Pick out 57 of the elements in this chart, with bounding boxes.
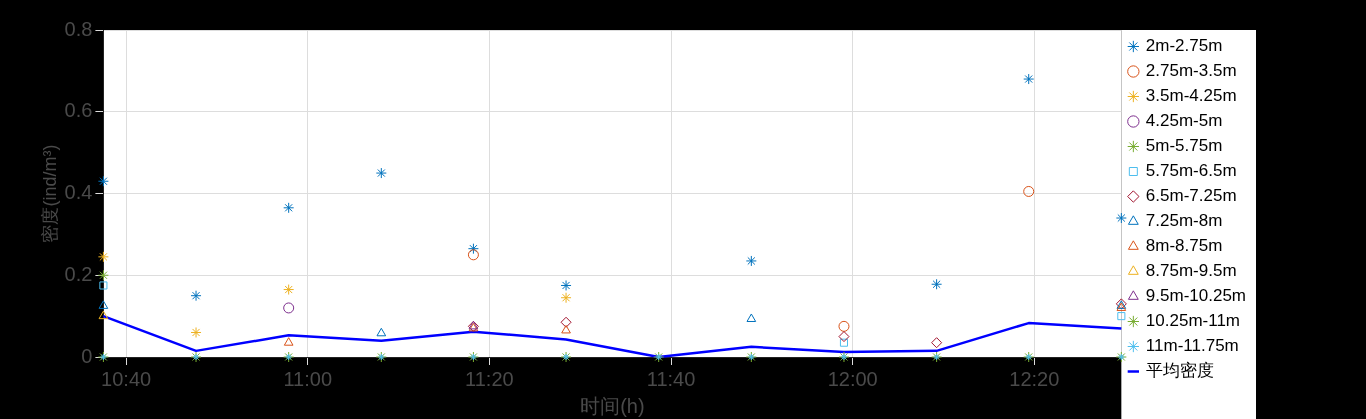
point [931,337,943,349]
legend-label: 4.25m-5m [1145,111,1223,131]
point [376,327,387,337]
y-tick-label: 0.2 [64,262,93,285]
x-axis-title: 时间(h) [580,394,645,417]
point [745,255,757,267]
point [375,167,387,179]
legend-label: 7.25m-8m [1145,211,1223,231]
point [283,337,294,346]
x-tick-label: 10:40 [101,367,152,390]
point [838,331,850,343]
point [467,243,479,255]
legend-label: 平均密度 [1145,361,1214,381]
point [190,290,202,302]
x-tick-label: 12:20 [1009,367,1060,390]
point [283,202,295,214]
point [561,324,571,334]
legend-label: 3.5m-4.25m [1145,86,1237,106]
x-tick-label: 11:20 [465,367,514,390]
legend-label: 2.75m-3.5m [1145,61,1237,81]
legend-label: 5m-5.75m [1145,136,1223,156]
point [190,326,202,338]
point [467,249,479,261]
legend-label: 11m-11.75m [1145,336,1239,356]
x-tick-label: 12:00 [827,367,878,390]
legend-label: 9.5m-10.25m [1145,286,1247,306]
point [1115,212,1127,224]
x-tick-label: 11:40 [646,367,696,390]
point [560,279,572,291]
y-tick-label: 0.4 [64,181,93,204]
legend-label: 10.25m-11m [1145,311,1241,331]
point [98,310,109,320]
legend-label: 6.5m-7.25m [1145,186,1237,206]
point [931,278,943,290]
point [98,300,109,309]
point [97,175,109,187]
point [99,281,108,290]
point [1023,185,1035,197]
legend-label: 5.75m-6.5m [1145,161,1237,181]
legend-label: 8m-8.75m [1145,236,1223,256]
x-tick-label: 11:00 [283,367,333,390]
point [839,338,849,347]
point [283,302,295,314]
y-tick-label: 0.8 [64,17,93,40]
point [283,284,295,296]
point [560,316,572,328]
point [560,292,572,304]
y-axis-title: 密度(ind/m³) [39,144,60,243]
point [746,313,757,322]
legend-label: 8.75m-9.5m [1145,261,1237,281]
point [97,251,109,263]
point [1117,312,1126,321]
legend-label: 2m-2.75m [1145,36,1223,56]
point [838,320,850,332]
y-tick-label: 0.6 [64,99,93,122]
point [1023,73,1035,85]
y-tick-label: 0 [81,344,93,367]
